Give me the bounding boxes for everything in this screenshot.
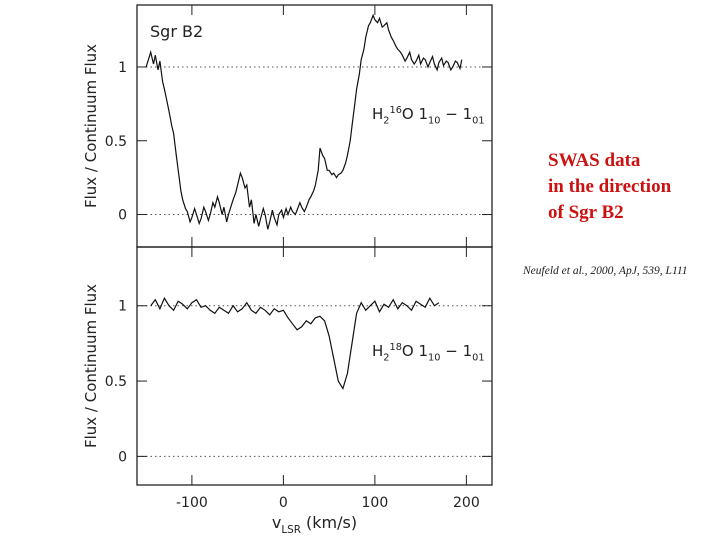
plot-frame [136, 246, 493, 486]
spectrum-line [145, 13, 463, 230]
x-tick-label: -100 [176, 495, 208, 511]
label-part: 18 [390, 342, 402, 353]
heading-line: of Sgr B2 [548, 202, 624, 223]
x-tick-label: 200 [453, 495, 480, 511]
label-part: 2 [383, 353, 389, 364]
y-tick-label: 0.5 [105, 134, 127, 150]
line-label: H218O 110 − 101 [372, 342, 485, 364]
x-axis-label: vLSR (km/s) [272, 513, 357, 536]
label-part: O 1 [402, 342, 428, 360]
heading-line: in the direction [548, 176, 672, 197]
label-part: 01 [472, 116, 484, 127]
label-part: LSR [281, 524, 301, 536]
label-part: − 1 [440, 342, 472, 360]
y-axis-label: Flux / Continuum Flux [82, 44, 100, 208]
spectrum-line [150, 296, 440, 391]
y-tick-label: 1 [118, 60, 127, 76]
y-tick-label: 0 [118, 208, 127, 224]
label-part: − 1 [440, 105, 472, 123]
label-part: 10 [428, 116, 440, 127]
label-part: 10 [428, 353, 440, 364]
label-part: O 1 [402, 105, 428, 123]
y-tick-label: 0 [118, 449, 127, 465]
label-part: H [372, 342, 383, 360]
citation: Neufeld et al., 2000, ApJ, 539, L111 [522, 265, 688, 277]
label-part: (km/s) [301, 513, 357, 532]
y-tick-label: 0.5 [105, 374, 127, 390]
x-tick-label: 100 [362, 495, 389, 511]
x-tick-label: 0 [279, 495, 288, 511]
label-part: v [272, 513, 281, 532]
label-part: H [372, 105, 383, 123]
label-part: 2 [383, 116, 389, 127]
y-tick-label: 1 [118, 299, 127, 315]
label-part: 01 [472, 353, 484, 364]
label-part: 16 [390, 105, 402, 116]
annotation: Sgr B2 [150, 22, 203, 41]
heading-line: SWAS data [548, 150, 641, 171]
y-axis-label: Flux / Continuum Flux [82, 284, 100, 448]
line-label: H216O 110 − 101 [372, 105, 485, 127]
